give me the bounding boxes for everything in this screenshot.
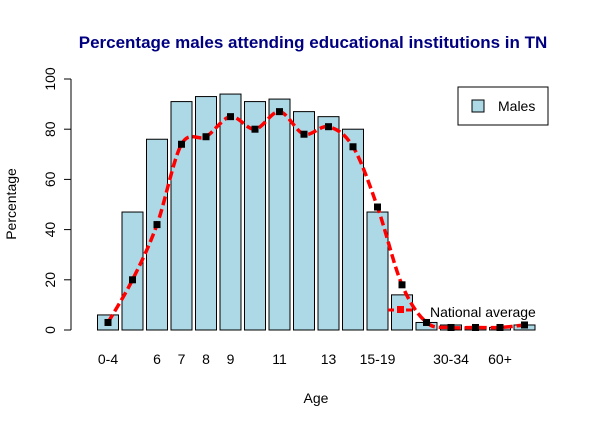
- national-average-point-35-39: [472, 323, 479, 331]
- bar-12: [293, 111, 315, 331]
- national-average-point-14: [349, 143, 357, 151]
- bar-14: [342, 128, 364, 331]
- national-average-point-60+: [521, 321, 528, 329]
- x-tick-label-11: 11: [272, 351, 287, 367]
- national-average-point-30-34: [447, 323, 455, 331]
- national-average-point-0-4: [104, 318, 112, 326]
- y-axis: 0 20 40 60 80 100: [42, 67, 72, 334]
- y-tick-label-0: 0: [42, 326, 58, 334]
- legend-box: [457, 86, 549, 126]
- x-axis-label: Age: [304, 390, 329, 406]
- national-average-point-8: [202, 133, 210, 141]
- legend: Males: [457, 86, 549, 126]
- x-tick-labels: 0-4 6 7 8 9 11 13 15-19 30-34 60+: [98, 351, 512, 367]
- x-tick-label-8: 8: [202, 351, 210, 367]
- bar-6: [146, 138, 168, 331]
- bar-10: [244, 101, 266, 331]
- x-tick-label-13: 13: [321, 351, 337, 367]
- national-average-point-7: [178, 140, 185, 148]
- x-tick-label-60+: 60+: [488, 351, 512, 367]
- annotation-label: National average: [430, 304, 536, 320]
- y-axis-label: Percentage: [3, 168, 19, 240]
- national-average-point-6: [153, 221, 161, 229]
- y-tick-label-40: 40: [42, 222, 58, 238]
- y-tick-label-80: 80: [42, 121, 58, 137]
- bar-11: [268, 98, 291, 331]
- x-tick-label-6: 6: [153, 351, 161, 367]
- national-average-point-13: [325, 123, 332, 131]
- national-average-point-9: [227, 113, 234, 121]
- national-average-point-20-24: [398, 281, 406, 289]
- annotation-point-sample: [397, 306, 404, 313]
- legend-swatch: [471, 99, 485, 113]
- national-average-point-5: [129, 276, 136, 284]
- chart-title: Percentage males attending educational i…: [79, 33, 548, 52]
- bar-9: [219, 93, 242, 331]
- bar-7: [170, 101, 193, 331]
- bars-group: [97, 93, 536, 331]
- national-average-point-12: [300, 130, 308, 138]
- y-tick-label-20: 20: [42, 272, 58, 288]
- x-tick-label-9: 9: [227, 351, 235, 367]
- national-average-point-15-19: [374, 203, 381, 211]
- x-tick-label-7: 7: [178, 351, 186, 367]
- legend-label: Males: [498, 98, 535, 114]
- bar-13: [317, 116, 340, 331]
- x-tick-label-30-34: 30-34: [433, 351, 469, 367]
- national-average-annotation: National average: [388, 304, 536, 320]
- y-tick-label-60: 60: [42, 171, 58, 187]
- bar-5: [121, 211, 144, 331]
- national-average-point-40-59: [496, 323, 504, 331]
- national-average-point-25-29: [423, 318, 430, 326]
- y-tick-label-100: 100: [42, 67, 58, 91]
- national-average-point-11: [276, 108, 283, 116]
- national-average-line: [106, 109, 525, 330]
- x-tick-label-0-4: 0-4: [98, 351, 118, 367]
- bar-8: [195, 96, 217, 331]
- x-tick-label-15-19: 15-19: [360, 351, 396, 367]
- national-average-point-10: [251, 125, 259, 133]
- line-group: [104, 108, 528, 331]
